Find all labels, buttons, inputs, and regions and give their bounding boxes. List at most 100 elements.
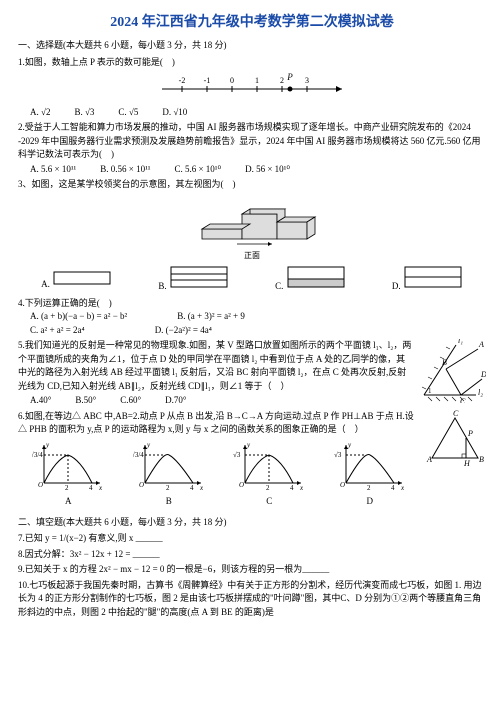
q1-opt-a: A. √2	[30, 106, 50, 120]
svg-text:x: x	[199, 484, 204, 491]
q1-numberline: -2 -1 0 1 2 3 P	[18, 71, 486, 104]
section-2-heading: 二、填空题(本大题共 6 小题，每小题 3 分，共 18 分)	[18, 516, 486, 530]
svg-text:C: C	[460, 397, 466, 403]
question-1: 1.如图，数轴上点 P 表示的数可能是( ) -2 -1 0 1 2 3 P A…	[18, 56, 486, 120]
page-title: 2024 年江西省九年级中考数学第二次模拟试卷	[18, 12, 486, 33]
question-10: 10.七巧板起源于我国先秦时期，古算书《周髀算经》中有关于正方形的分割术，经历代…	[18, 579, 486, 620]
svg-text:O: O	[139, 481, 144, 489]
q3-opt-a: A.	[41, 267, 112, 292]
question-9: 9.已知关于 x 的方程 2x² − mx − 12 = 0 的一根是−6，则该…	[18, 563, 486, 577]
question-2: 2.受益于人工智能和算力市场发展的推动，中国 AI 服务器市场规模实现了逐年增长…	[18, 121, 486, 176]
q6-chart-a: O √3/4 2 4 x y A	[32, 441, 104, 509]
q4-stem: 4.下列运算正确的是( )	[18, 297, 486, 311]
q6-opt-d-label: D	[334, 495, 406, 509]
q5-stem-1: 5.我们知道光的反射是一种常见的物理现象.如图，某 V 型路口放置如图所示的两个…	[18, 340, 376, 350]
svg-text:√3: √3	[334, 451, 342, 459]
svg-text:2: 2	[280, 76, 284, 85]
svg-text:4: 4	[89, 484, 93, 491]
q6-figure: A B C P H	[424, 410, 486, 466]
svg-text:H: H	[463, 459, 471, 466]
svg-text:2: 2	[166, 484, 170, 491]
svg-text:√3/4: √3/4	[133, 451, 144, 459]
q6-chart-c: O √3 2 4 x y C	[233, 441, 305, 509]
q6-opt-b-label: B	[133, 495, 205, 509]
svg-text:0: 0	[230, 76, 234, 85]
q3-opt-b: B.	[158, 265, 229, 294]
q6-stem: 6.如图,在等边△ ABC 中,AB=2.动点 P 从点 B 出发,沿 B→C→…	[18, 410, 486, 437]
svg-text:O: O	[239, 481, 244, 489]
q5-opt-d: D.70°	[165, 394, 186, 408]
q6-charts: O √3/4 2 4 x y A O √3/4 2 4 x y B	[18, 441, 420, 509]
q2-opt-d: D. 56 × 10¹⁰	[245, 163, 290, 177]
svg-text:2: 2	[367, 484, 371, 491]
svg-text:P: P	[467, 429, 473, 438]
svg-text:O: O	[38, 481, 43, 489]
svg-text:C: C	[453, 410, 459, 418]
svg-text:D: D	[480, 370, 486, 379]
question-8: 8.因式分解：3x² − 12x + 12 = ______	[18, 548, 486, 562]
q5-options: A.40° B.50° C.60° D.70°	[30, 394, 412, 408]
q3-opt-d-label: D.	[392, 281, 401, 291]
svg-text:A: A	[426, 455, 432, 464]
q6-opt-c-label: C	[233, 495, 305, 509]
svg-text:3: 3	[305, 76, 309, 85]
question-3: 3、如图，这是某学校领奖台的示意图，其左视图为( ) 正面 A. B.	[18, 178, 486, 294]
q5-opt-a: A.40°	[30, 394, 51, 408]
svg-text:4: 4	[190, 484, 194, 491]
svg-text:1: 1	[428, 387, 432, 395]
svg-text:√3/4: √3/4	[32, 451, 43, 459]
svg-text:2: 2	[65, 484, 69, 491]
q3-figure: 正面	[18, 194, 486, 263]
svg-text:x: x	[299, 484, 304, 491]
q3-opt-c: C.	[275, 265, 346, 294]
q1-options: A. √2 B. √3 C. √5 D. √10	[30, 106, 486, 120]
svg-text:x: x	[98, 484, 103, 491]
q1-opt-b: B. √3	[74, 106, 94, 120]
q3-stem: 3、如图，这是某学校领奖台的示意图，其左视图为( )	[18, 178, 486, 192]
svg-text:A: A	[478, 340, 484, 349]
svg-text:1: 1	[255, 76, 259, 85]
q2-options: A. 5.6 × 10¹¹ B. 0.56 × 10¹¹ C. 5.6 × 10…	[30, 163, 486, 177]
q2-opt-b: B. 0.56 × 10¹¹	[100, 163, 150, 177]
svg-text:l₁: l₁	[458, 339, 463, 345]
q3-front-label: 正面	[18, 250, 486, 262]
q6-chart-d: O √3 2 4 x y D	[334, 441, 406, 509]
svg-text:√3: √3	[233, 451, 241, 459]
q5-opt-b: B.50°	[75, 394, 96, 408]
q3-options: A. B. C. D.	[18, 265, 486, 294]
q1-stem: 1.如图，数轴上点 P 表示的数可能是( )	[18, 56, 486, 70]
q2-stem: 2.受益于人工智能和算力市场发展的推动，中国 AI 服务器市场规模实现了逐年增长…	[18, 121, 486, 162]
svg-text:B: B	[442, 358, 447, 367]
q4-opt-b: B. (a + 3)² = a² + 9	[177, 310, 245, 324]
svg-text:y: y	[347, 441, 352, 449]
svg-text:y: y	[45, 441, 50, 449]
svg-text:y: y	[246, 441, 251, 449]
question-4: 4.下列运算正确的是( ) A. (a + b)(−a − b) = a² − …	[18, 297, 486, 338]
q5-opt-c: C.60°	[120, 394, 141, 408]
svg-text:4: 4	[290, 484, 294, 491]
q2-opt-a: A. 5.6 × 10¹¹	[30, 163, 76, 177]
question-6: A B C P H 6.如图,在等边△ ABC 中,AB=2.动点 P 从点 B…	[18, 410, 486, 513]
q6-opt-a-label: A	[32, 495, 104, 509]
svg-text:4: 4	[391, 484, 395, 491]
q4-opt-c: C. a² + a² = 2a⁴	[30, 324, 85, 338]
svg-text:P: P	[286, 72, 293, 82]
q5-figure: A B C D l₁ l₂ 1	[416, 339, 486, 403]
q2-opt-c: C. 5.6 × 10¹⁰	[174, 163, 221, 177]
q6-chart-b: O √3/4 2 4 x y B	[133, 441, 205, 509]
q3-opt-a-label: A.	[41, 279, 50, 289]
svg-text:2: 2	[266, 484, 270, 491]
svg-text:O: O	[340, 481, 345, 489]
svg-text:y: y	[146, 441, 151, 449]
q3-opt-b-label: B.	[158, 281, 166, 291]
svg-text:B: B	[479, 455, 484, 464]
svg-text:-1: -1	[204, 76, 211, 85]
svg-text:l₂: l₂	[478, 388, 483, 397]
svg-text:x: x	[400, 484, 405, 491]
question-7: 7.已知 y = 1/(x−2) 有意义,则 x ______	[18, 532, 486, 546]
q4-opt-d: D. (−2a²)² = 4a⁴	[155, 324, 212, 338]
q3-opt-c-label: C.	[275, 281, 283, 291]
question-5: A B C D l₁ l₂ 1 5.我们知道光的反射是一种常见的物理现象.如图，…	[18, 339, 486, 408]
svg-text:-2: -2	[179, 76, 186, 85]
q4-opt-a: A. (a + b)(−a − b) = a² − b²	[30, 310, 127, 324]
